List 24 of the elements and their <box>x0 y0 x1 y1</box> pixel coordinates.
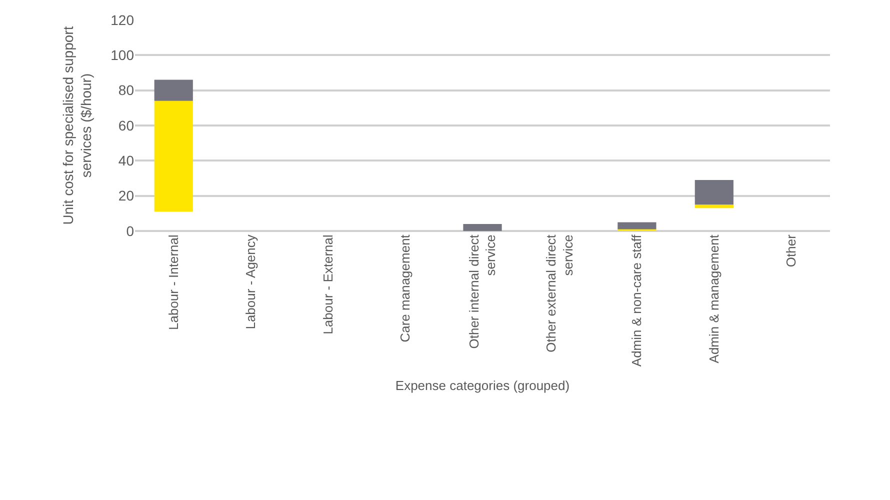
y-tick-label: 80 <box>118 82 134 98</box>
x-tick-label: Care management <box>398 234 413 342</box>
bar <box>463 224 502 231</box>
y-tick-label: 100 <box>110 47 134 64</box>
bar <box>694 180 734 205</box>
x-tick-label: Other internal direct service <box>466 234 498 349</box>
y-tick-label: 20 <box>118 188 134 204</box>
bar <box>154 80 193 101</box>
x-tick-label: Admin & non-care staff <box>629 234 644 367</box>
x-tick-label: Labour - Agency <box>243 234 258 330</box>
y-tick-label: 0 <box>126 222 134 239</box>
x-tick-label: Labour - External <box>320 234 336 334</box>
bar <box>154 100 193 212</box>
x-tick-label: Labour - Internal <box>166 234 181 330</box>
x-tick-label: Other external direct service <box>543 234 576 352</box>
y-axis-title: Unit cost for specialised support services ($/hour) <box>60 26 94 225</box>
y-tick-label: 40 <box>118 152 134 169</box>
bar <box>618 222 656 230</box>
x-tick-label: Other <box>784 234 799 268</box>
x-axis-title: Expense categories (grouped) <box>395 378 570 394</box>
x-tick-label: Admin & management <box>706 234 722 364</box>
bar <box>694 204 734 208</box>
y-tick-label: 120 <box>110 12 134 28</box>
y-tick-label: 60 <box>118 117 134 134</box>
